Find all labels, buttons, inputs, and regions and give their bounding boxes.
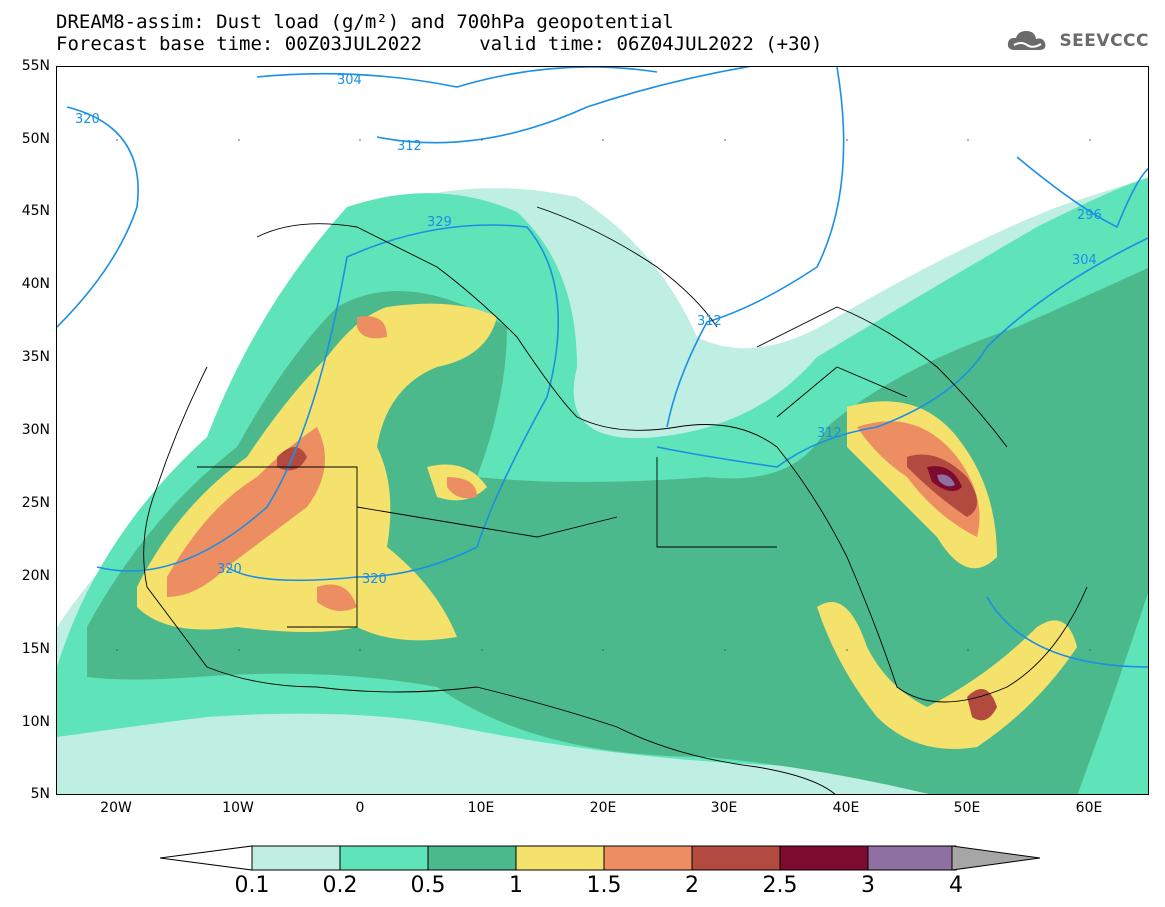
contour-label: 304: [1072, 253, 1097, 268]
lat-label: 40N: [21, 276, 50, 292]
contour-label: 329: [427, 215, 452, 230]
contour-label: 304: [337, 73, 362, 88]
colorbar-segment: [691, 845, 781, 871]
colorbar-tick-label: 3: [861, 873, 875, 898]
title-line-1: DREAM8-assim: Dust load (g/m²) and 700hP…: [56, 11, 674, 33]
dust-level-1.5: [317, 584, 357, 611]
contour-line: [376, 67, 752, 144]
contour-line: [986, 596, 1148, 668]
coastline: [536, 206, 718, 328]
lat-label: 45N: [21, 203, 50, 219]
contour-line: [666, 67, 845, 428]
coastline: [756, 306, 1008, 448]
contour-line: [656, 237, 1148, 468]
contour-line: [96, 224, 560, 582]
lat-label: 55N: [21, 58, 50, 74]
cloud-icon: [1008, 31, 1046, 50]
contour-line: [57, 106, 139, 328]
colorbar-tick-label: 0.2: [322, 873, 358, 898]
colorbar-tick-label: 1.5: [586, 873, 622, 898]
dust-level-1: [817, 602, 1077, 749]
contour-labels: 304 312 320 329 312 312 320 320 296 304: [75, 73, 1102, 587]
contour-label: 312: [397, 139, 422, 154]
lat-label: 20N: [21, 568, 50, 584]
colorbar-tick-label: 2: [685, 873, 699, 898]
colorbar-tick-label: 0.5: [410, 873, 446, 898]
lat-label: 15N: [21, 641, 50, 657]
country-borders: [143, 206, 1088, 794]
colorbar-segment: [867, 845, 957, 871]
lon-label: 40E: [832, 800, 860, 816]
colorbar-under: [160, 845, 253, 871]
lat-label: 50N: [21, 131, 50, 147]
contour-label: 320: [217, 562, 242, 577]
lon-label: 10W: [222, 800, 254, 816]
coastline: [143, 366, 836, 794]
contour-label: 320: [75, 112, 100, 127]
border: [197, 466, 358, 628]
contour-label: 296: [1077, 208, 1102, 223]
colorbar-tick-label: 1: [509, 873, 523, 898]
colorbar-segment: [603, 845, 693, 871]
border: [656, 457, 777, 548]
lon-label: 0: [355, 800, 365, 816]
logo: SEEVCCC: [1005, 28, 1149, 54]
border: [356, 506, 618, 538]
colorbar-tick-label: 2.5: [762, 873, 798, 898]
contour-line: [256, 67, 658, 88]
dust-level-1.5: [357, 316, 387, 339]
colorbar-segment: [427, 845, 517, 871]
contour-label: 320: [362, 572, 387, 587]
colorbar-tick-label: 4: [949, 873, 963, 898]
title-line-2: Forecast base time: 00Z03JUL2022 valid t…: [56, 33, 823, 55]
lon-label: 30E: [710, 800, 738, 816]
colorbar-segment: [515, 845, 605, 871]
colorbar-segment: [779, 845, 869, 871]
lat-label: 5N: [30, 786, 50, 802]
grid-dots: [116, 139, 1091, 651]
lat-label: 25N: [21, 495, 50, 511]
colorbar-tick-label: 0.1: [234, 873, 270, 898]
lon-label: 20W: [100, 800, 132, 816]
contour-line: [1016, 156, 1148, 229]
dust-level-3: [937, 474, 955, 487]
dust-level-2: [967, 689, 997, 721]
contour-label: 312: [697, 314, 722, 329]
lon-label: 50E: [953, 800, 981, 816]
logo-text: SEEVCCC: [1059, 31, 1149, 51]
dust-level-1.5: [447, 477, 477, 499]
colorbar-segment: [339, 845, 429, 871]
dust-level-1.5: [857, 421, 980, 537]
colorbar: [160, 845, 1040, 871]
colorbar-over: [951, 845, 1040, 871]
lon-label: 60E: [1075, 800, 1103, 816]
dust-field: 304 312 320 329 312 312 320 320 296 304: [57, 67, 1148, 794]
lat-label: 10N: [21, 714, 50, 730]
lat-label: 35N: [21, 349, 50, 365]
colorbar-segment: [251, 845, 341, 871]
coastline: [256, 223, 1088, 703]
geopotential-contours: [57, 67, 1148, 668]
dust-map: 304 312 320 329 312 312 320 320 296 304: [56, 66, 1149, 795]
lon-label: 10E: [467, 800, 495, 816]
border: [776, 366, 908, 418]
contour-label: 312: [817, 426, 842, 441]
lat-label: 30N: [21, 422, 50, 438]
lon-label: 20E: [589, 800, 617, 816]
